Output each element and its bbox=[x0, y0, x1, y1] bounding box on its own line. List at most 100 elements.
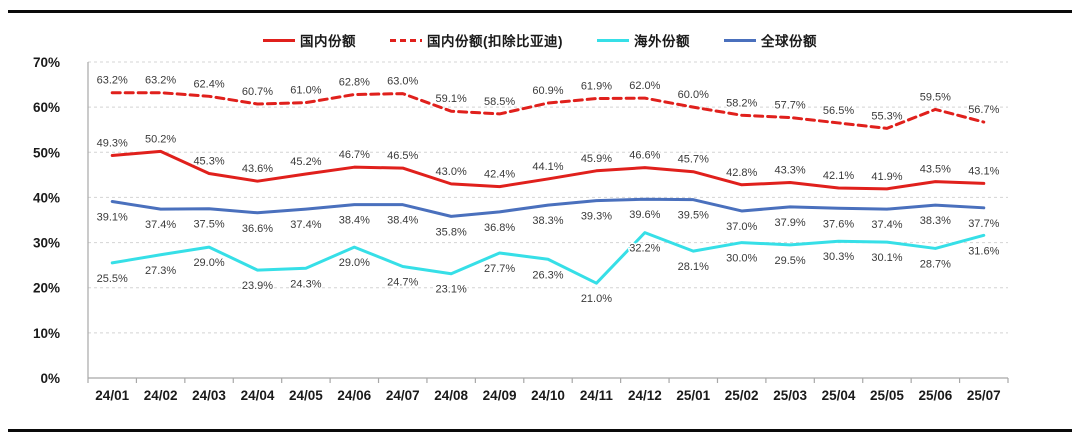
data-label: 60.0% bbox=[678, 89, 709, 101]
data-label: 43.3% bbox=[775, 165, 806, 177]
data-label: 38.4% bbox=[387, 215, 418, 227]
data-label: 49.3% bbox=[97, 137, 128, 149]
data-label: 55.3% bbox=[871, 110, 902, 122]
data-label: 39.3% bbox=[581, 211, 612, 223]
y-tick-label: 10% bbox=[33, 326, 60, 341]
x-tick-label: 24/07 bbox=[386, 388, 420, 403]
legend-label: 全球份额 bbox=[761, 34, 817, 49]
data-label: 43.5% bbox=[920, 164, 951, 176]
data-label: 39.6% bbox=[629, 209, 660, 221]
data-label: 62.8% bbox=[339, 77, 370, 89]
data-label: 46.6% bbox=[629, 150, 660, 162]
legend-label: 国内份额(扣除比亚迪) bbox=[427, 34, 563, 49]
legend-item-1: 国内份额(扣除比亚迪) bbox=[390, 30, 563, 50]
data-label: 21.0% bbox=[581, 293, 612, 305]
line-swatch-icon bbox=[597, 38, 629, 42]
data-label: 28.7% bbox=[920, 258, 951, 270]
series-line-2 bbox=[110, 231, 986, 285]
data-label: 50.2% bbox=[145, 133, 176, 145]
x-tick-label: 25/05 bbox=[870, 388, 904, 403]
x-tick-label: 24/11 bbox=[580, 388, 614, 403]
data-label: 29.0% bbox=[339, 257, 370, 269]
data-label: 63.2% bbox=[145, 75, 176, 87]
data-label: 37.6% bbox=[823, 218, 854, 230]
data-label: 31.6% bbox=[968, 245, 999, 257]
data-label: 24.7% bbox=[387, 276, 418, 288]
data-label: 58.2% bbox=[726, 97, 757, 109]
x-tick-label: 25/07 bbox=[967, 388, 1001, 403]
data-label: 37.4% bbox=[871, 219, 902, 231]
y-tick-label: 20% bbox=[33, 281, 60, 296]
data-label: 44.1% bbox=[532, 161, 563, 173]
x-tick-label: 24/06 bbox=[337, 388, 371, 403]
data-label: 61.0% bbox=[290, 85, 321, 97]
data-label: 62.0% bbox=[629, 80, 660, 92]
data-label: 39.1% bbox=[97, 211, 128, 223]
line-swatch-icon bbox=[724, 38, 756, 42]
data-label: 27.3% bbox=[145, 265, 176, 277]
data-label: 37.7% bbox=[968, 218, 999, 230]
y-tick-label: 50% bbox=[33, 145, 60, 160]
data-label: 46.7% bbox=[339, 149, 370, 161]
data-label: 30.1% bbox=[871, 252, 902, 264]
x-tick-label: 24/04 bbox=[241, 388, 275, 403]
data-label: 60.7% bbox=[242, 86, 273, 98]
y-tick-label: 40% bbox=[33, 190, 60, 205]
legend-item-3: 全球份额 bbox=[724, 30, 817, 50]
data-label: 38.3% bbox=[532, 215, 563, 227]
data-label: 36.6% bbox=[242, 223, 273, 235]
data-label: 59.1% bbox=[436, 93, 467, 105]
data-label: 42.4% bbox=[484, 169, 515, 181]
data-label: 42.8% bbox=[726, 167, 757, 179]
data-label: 38.3% bbox=[920, 215, 951, 227]
data-label: 42.1% bbox=[823, 170, 854, 182]
data-label: 38.4% bbox=[339, 215, 370, 227]
data-label: 60.9% bbox=[532, 85, 563, 97]
x-tick-label: 25/06 bbox=[918, 388, 952, 403]
series-line-3 bbox=[110, 197, 986, 218]
data-label: 29.0% bbox=[193, 257, 224, 269]
data-label: 41.9% bbox=[871, 171, 902, 183]
data-label: 59.5% bbox=[920, 91, 951, 103]
legend-item-2: 海外份额 bbox=[597, 30, 690, 50]
series-line-0 bbox=[110, 149, 986, 191]
data-label: 46.5% bbox=[387, 150, 418, 162]
data-label: 37.9% bbox=[775, 217, 806, 229]
data-label: 25.5% bbox=[97, 273, 128, 285]
x-tick-label: 24/03 bbox=[192, 388, 226, 403]
data-label: 30.0% bbox=[726, 253, 757, 265]
series-line-1 bbox=[110, 91, 986, 130]
legend-label: 国内份额 bbox=[300, 34, 356, 49]
data-label: 37.0% bbox=[726, 221, 757, 233]
data-label: 45.3% bbox=[193, 156, 224, 168]
data-label: 24.3% bbox=[290, 278, 321, 290]
data-label: 37.4% bbox=[145, 219, 176, 231]
legend-label: 海外份额 bbox=[634, 34, 690, 49]
data-label: 35.8% bbox=[436, 226, 467, 238]
data-label: 56.7% bbox=[968, 104, 999, 116]
data-label: 56.5% bbox=[823, 105, 854, 117]
data-label: 30.3% bbox=[823, 251, 854, 263]
data-label: 43.6% bbox=[242, 163, 273, 175]
x-tick-label: 24/12 bbox=[628, 388, 662, 403]
y-tick-label: 70% bbox=[33, 55, 60, 70]
x-tick-label: 25/02 bbox=[725, 388, 759, 403]
data-label: 36.8% bbox=[484, 222, 515, 234]
x-tick-label: 24/10 bbox=[531, 388, 565, 403]
data-label: 62.4% bbox=[193, 78, 224, 90]
line-swatch-icon bbox=[263, 38, 295, 42]
data-label: 37.5% bbox=[193, 219, 224, 231]
top-rule bbox=[8, 10, 1072, 13]
data-label: 23.9% bbox=[242, 280, 273, 292]
data-label: 43.1% bbox=[968, 165, 999, 177]
chart-legend: 国内份额 国内份额(扣除比亚迪) 海外份额 全球份额 bbox=[0, 30, 1080, 50]
y-tick-label: 60% bbox=[33, 100, 60, 115]
data-label: 63.2% bbox=[97, 75, 128, 87]
x-tick-label: 24/01 bbox=[95, 388, 129, 403]
x-tick-label: 24/05 bbox=[289, 388, 323, 403]
data-label: 61.9% bbox=[581, 81, 612, 93]
data-label: 23.1% bbox=[436, 284, 467, 296]
data-label: 29.5% bbox=[775, 255, 806, 267]
x-tick-label: 24/09 bbox=[483, 388, 517, 403]
